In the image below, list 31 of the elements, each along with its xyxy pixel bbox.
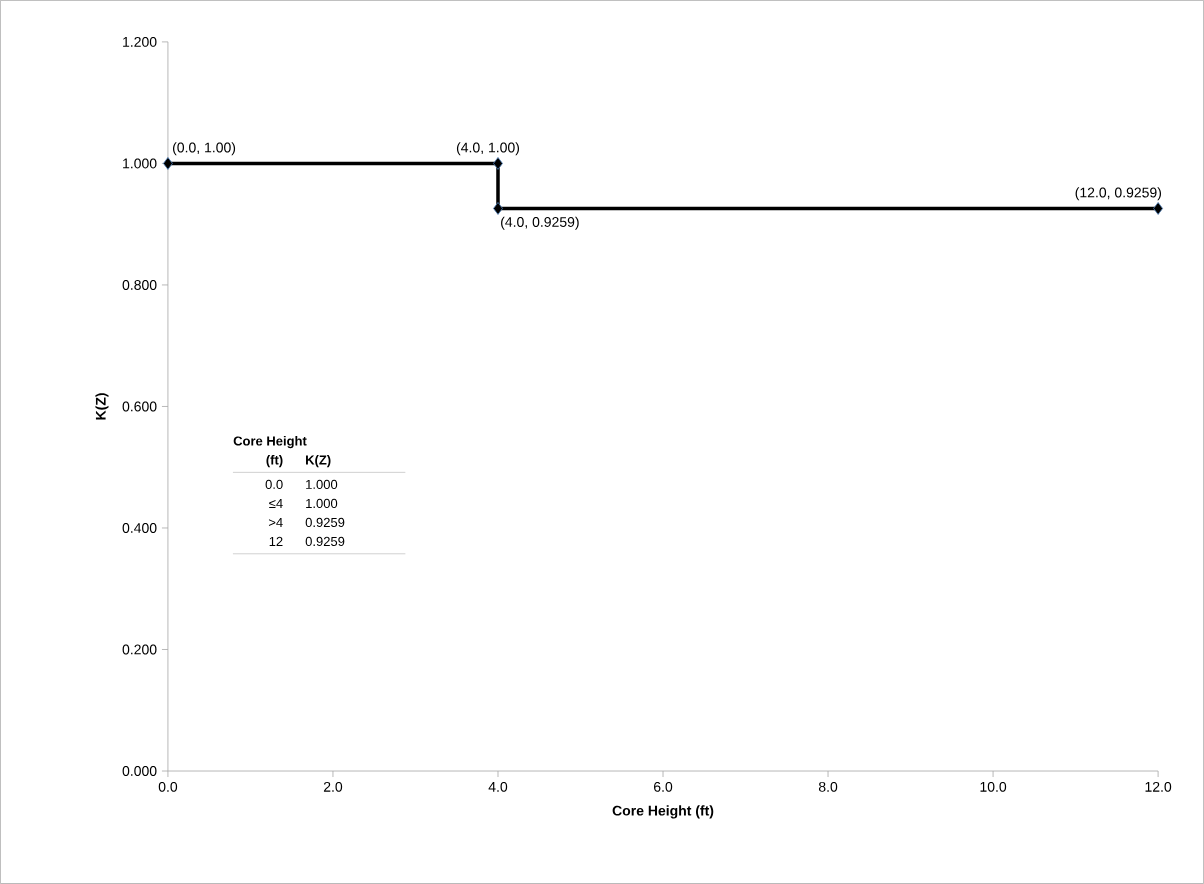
annotation: K(Z) — [306, 455, 331, 468]
annotation: 0.0 — [265, 479, 283, 490]
x-axis-title: Core Height (ft) — [612, 805, 714, 819]
x-tick-label: 8.0 — [818, 781, 838, 792]
y-tick-label: 1.200 — [123, 36, 157, 47]
annotation: Core Height — [233, 436, 307, 449]
x-tick-label: 2.0 — [323, 781, 343, 792]
y-tick-label: 0.000 — [122, 766, 157, 777]
annotation: ≤4 — [269, 498, 283, 508]
x-tick-label: 10.0 — [980, 781, 1007, 792]
annotation: 1.000 — [306, 479, 338, 490]
annotation: 0.9259 — [305, 517, 345, 528]
y-tick-label: 1.000 — [123, 158, 157, 169]
x-tick-label: 4.0 — [488, 781, 508, 792]
data-label: (12.0, 0.9259) — [1075, 187, 1162, 201]
data-label: (0.0, 1.00) — [173, 142, 236, 156]
data-label: (4.0, 1.00) — [456, 142, 520, 156]
x-tick-label: 6.0 — [653, 781, 673, 792]
y-tick-label: 0.600 — [122, 401, 157, 412]
annotation: 12 — [269, 536, 283, 546]
data-label: (4.0, 0.9259) — [501, 216, 579, 230]
annotation: 0.9259 — [305, 536, 345, 547]
y-tick-label: 0.400 — [122, 523, 157, 533]
y-tick-label: 0.200 — [122, 644, 157, 655]
annotation: >4 — [268, 517, 283, 527]
y-tick-label: 0.800 — [122, 280, 157, 290]
x-tick-label: 0.0 — [158, 781, 178, 792]
y-axis-title: K(Z) — [95, 393, 109, 420]
annotation: 1.000 — [306, 498, 338, 509]
x-tick-label: 12.0 — [1145, 781, 1172, 792]
annotation: (ft) — [266, 455, 283, 468]
